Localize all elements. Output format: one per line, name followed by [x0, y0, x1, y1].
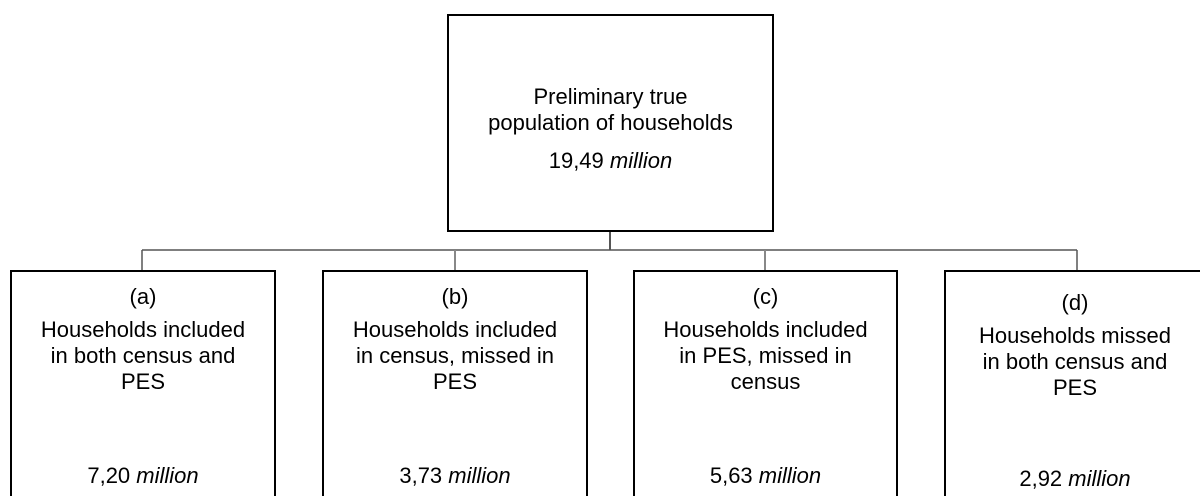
unit: million — [1068, 466, 1131, 491]
value: 3,73 — [399, 463, 443, 488]
node-box: (a) Households included in both census and… — [10, 270, 276, 496]
value-line: 19,49 million — [449, 148, 772, 174]
node-box: (b) Households included in census, missed … — [322, 270, 588, 496]
value: 7,20 — [87, 463, 131, 488]
unit: million — [448, 463, 511, 488]
value-line: 3,73 million — [324, 463, 586, 489]
label-line: PES — [1052, 375, 1098, 400]
label-line: PES — [120, 369, 166, 394]
value-line: 7,20 million — [12, 463, 274, 489]
label-line: census — [730, 369, 801, 394]
label-line: Households missed — [979, 323, 1171, 348]
node-tag: (b) — [441, 284, 469, 309]
node-box: (c) Households included in PES, missed in c… — [633, 270, 898, 496]
label-line: in census, missed in — [355, 343, 555, 368]
value: 19,49 — [548, 148, 604, 173]
label-line: Households included — [40, 317, 246, 342]
label-line: in PES, missed in — [679, 343, 852, 368]
root-box: Preliminary true population of households… — [447, 14, 774, 232]
label-line: population of households — [488, 110, 733, 135]
unit: million — [136, 463, 199, 488]
label-line: PES — [432, 369, 478, 394]
label-line: Households included — [663, 317, 868, 342]
label-line: in both census and — [982, 349, 1168, 374]
unit: million — [609, 148, 673, 173]
label-line: in both census and — [50, 343, 236, 368]
value-line: 2,92 million — [946, 466, 1200, 492]
value-line: 5,63 million — [635, 463, 896, 489]
value: 5,63 — [709, 463, 753, 488]
node-box: (d) Households missed in both census and PE… — [944, 270, 1200, 496]
label-line: Households included — [352, 317, 558, 342]
label-line: Preliminary true — [533, 84, 688, 109]
node-tag: (a) — [129, 284, 157, 309]
node-tag: (d) — [1061, 290, 1089, 315]
unit: million — [758, 463, 822, 488]
node-tag: (c) — [752, 284, 779, 309]
value: 2,92 — [1019, 466, 1063, 491]
